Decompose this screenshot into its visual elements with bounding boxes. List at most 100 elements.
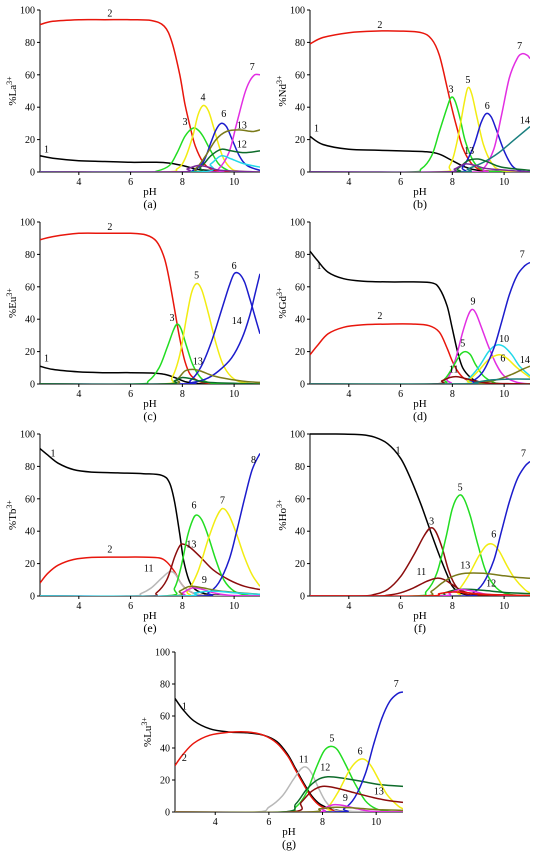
y-tick-label: 60 [295,494,305,505]
x-tick-label: 4 [213,817,218,828]
curve-label: 9 [471,297,476,308]
curve-label: 8 [251,455,256,466]
series-line-14 [310,365,530,384]
y-tick-label: 80 [295,38,305,49]
series-line-1 [40,365,260,384]
series-line-6 [175,758,403,812]
series-line-11 [175,766,403,812]
y-tick-label: 80 [25,38,35,49]
curve-label: 2 [377,311,382,322]
chart-panel-b: 0 20 40 60 80 100 4 6 8 10 pH %Nd3+ (b) 1 2 35 6 7 14 13 [275,6,530,211]
chart-panel-e: 0 20 40 60 80 100 4 6 8 10 pH %Tb3+ (e) 1 2 11 13 6 7 8 9 [5,430,260,635]
series-line-6 [310,542,530,596]
series-line-5 [175,745,403,812]
x-tick-label: 4 [76,389,81,400]
y-tick-label: 40 [295,527,305,538]
curve-label: 12 [486,578,496,589]
series-line-12 [40,148,260,172]
y-tick-label: 0 [30,168,35,179]
curve-label: 7 [520,250,525,261]
y-tick-label: 20 [295,135,305,146]
series-line-5 [310,494,530,596]
panel-caption: (e) [143,621,156,635]
series-line-12 [175,776,403,812]
series-line-2 [40,232,260,384]
series-line [40,590,260,596]
series-line-6 [310,112,530,172]
series-line [40,376,260,384]
y-tick-label: 40 [25,315,35,326]
curve-label: 1 [44,145,49,156]
series-line-11 [310,375,530,384]
series-line-13 [40,543,260,596]
curve-label: 6 [500,353,505,364]
series-line [310,591,530,596]
curve-label: 3 [170,313,175,324]
chart-panel-c: 0 20 40 60 80 100 4 6 8 10 pH %Eu3+ (c) 1 2 3 5 6 14 13 [5,218,260,423]
series-line-7 [310,52,530,172]
series-line-1 [40,448,260,596]
y-tick-label: 100 [155,648,170,659]
curve-label: 13 [460,560,470,571]
curve-label: 7 [220,496,225,507]
series-line [310,163,530,172]
curve-label: 14 [520,355,530,366]
y-tick-label: 100 [20,6,35,17]
panel-caption: (a) [143,197,156,211]
curve-label: 14 [232,316,242,327]
series-line-11 [310,577,530,596]
x-tick-label: 10 [499,601,509,612]
y-axis-label: %Eu3+ [5,288,19,318]
series-line-13 [175,785,403,812]
x-axis-label: pH [413,610,427,622]
curve-label: 5 [465,75,470,86]
y-tick-label: 20 [295,347,305,358]
x-tick-label: 4 [76,177,81,188]
curve-label: 13 [237,120,247,131]
y-tick-label: 60 [25,494,35,505]
y-tick-label: 0 [300,380,305,391]
curve-label: 12 [320,762,330,773]
curve-label: 9 [202,575,207,586]
series-line-2 [310,323,530,384]
y-tick-label: 0 [30,592,35,603]
y-tick-label: 20 [25,135,35,146]
curve-label: 5 [194,271,199,282]
x-tick-label: 6 [398,177,403,188]
x-tick-label: 10 [229,389,239,400]
series-line-9 [40,587,260,596]
curve-label: 14 [520,115,530,126]
series-group [310,250,530,384]
panel-caption: (f) [414,621,426,635]
series-line [175,806,403,812]
series-line-3 [310,526,530,596]
y-axis-label: %Gd3+ [275,287,289,319]
y-tick-label: 40 [25,527,35,538]
series-line-6 [40,514,260,596]
y-tick-label: 80 [295,250,305,261]
curve-label: 2 [107,222,112,233]
curve-label: 3 [429,517,434,528]
y-tick-label: 100 [20,218,35,229]
y-tick-label: 100 [290,218,305,229]
y-tick-label: 100 [20,430,35,441]
curve-label: 13 [374,786,384,797]
x-tick-label: 6 [128,601,133,612]
y-tick-label: 60 [295,70,305,81]
series-line-3 [40,323,260,384]
x-tick-label: 4 [76,601,81,612]
series-line-8 [40,453,260,596]
x-tick-label: 8 [180,601,185,612]
curve-label: 11 [449,365,459,376]
curve-label: 7 [521,449,526,460]
series-group [175,691,403,812]
curve-label: 6 [221,109,226,120]
curve-label: 4 [201,93,206,104]
y-axis-label: %Lu3+ [140,717,154,747]
curve-label: 6 [491,530,496,541]
y-tick-label: 20 [160,776,170,787]
series-line-14 [40,273,260,384]
x-axis-label: pH [143,398,157,410]
x-tick-label: 10 [499,177,509,188]
series-line-7 [40,507,260,596]
